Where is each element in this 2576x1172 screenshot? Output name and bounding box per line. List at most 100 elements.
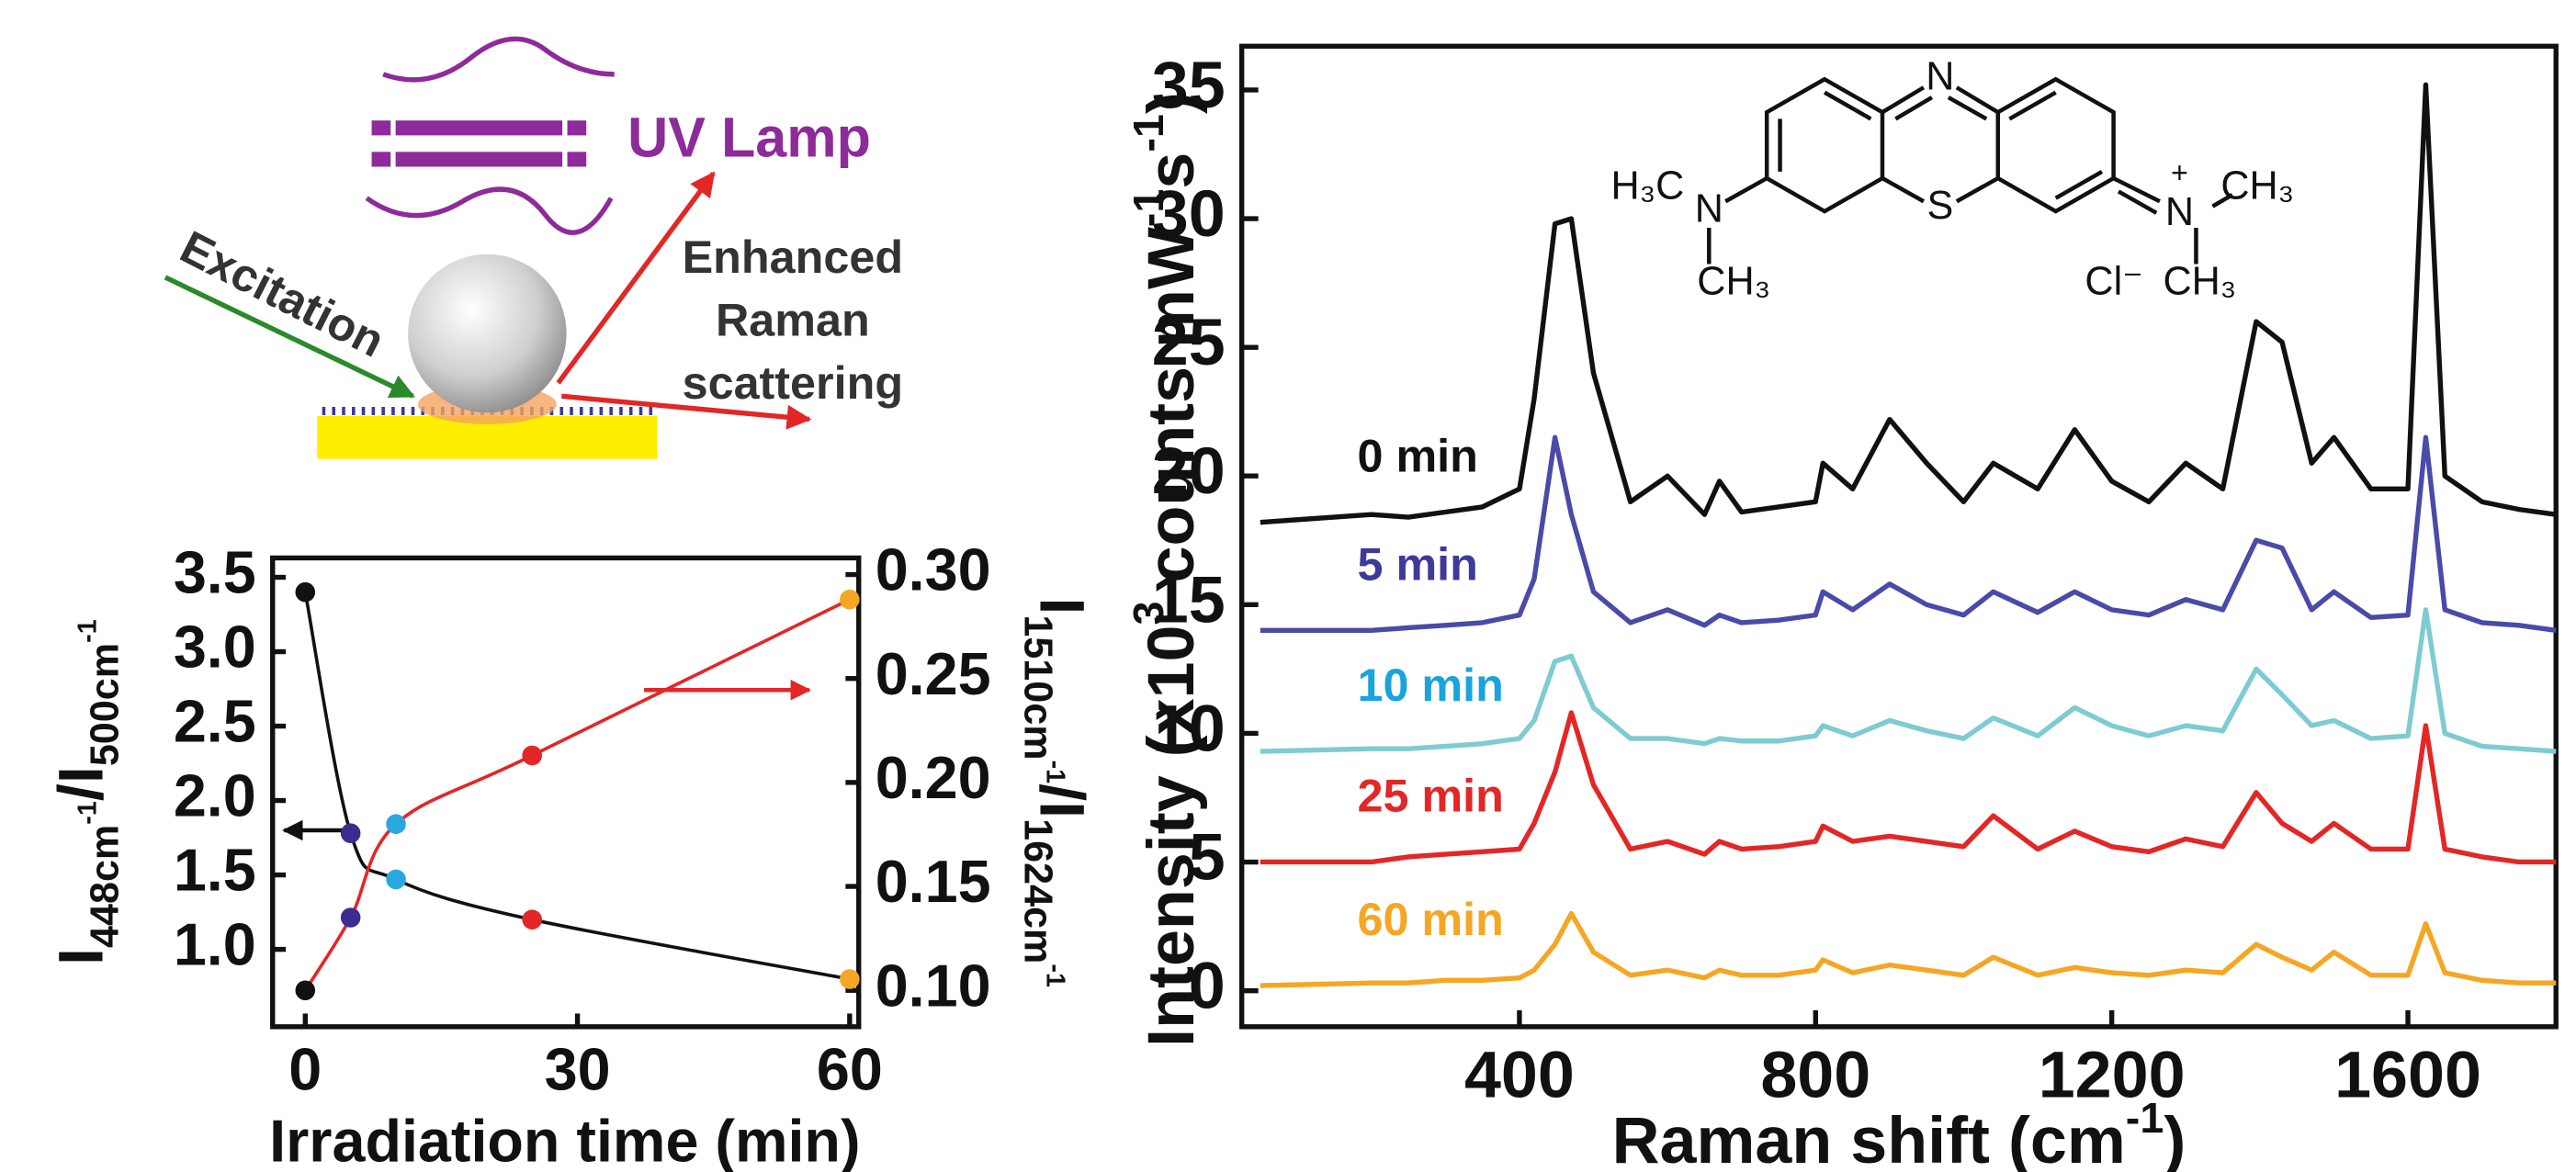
y-tick-label: 30: [1152, 177, 1226, 251]
y-tick-label: 3.0: [174, 614, 256, 681]
x-tick-label: 800: [1760, 1038, 1870, 1111]
series-label: 10 min: [1357, 659, 1503, 711]
data-point: [340, 823, 361, 843]
atom: H₃C: [1610, 163, 1684, 208]
spectrum: [1260, 434, 2557, 634]
atom: CH₃: [1697, 260, 1770, 304]
inset-y-title: I448cm-1/I500cm-1: [47, 619, 128, 965]
spectrum: [1260, 82, 2557, 525]
atom: S: [1927, 184, 1954, 228]
y-title-part: counts mW: [1135, 227, 1208, 601]
series-label: 25 min: [1357, 770, 1503, 822]
scatter-label: Raman: [716, 294, 870, 346]
x-title-part: ): [2164, 1104, 2186, 1172]
trend-line: [303, 592, 851, 981]
lamp-tube: [371, 120, 587, 136]
scatter-arrow: [556, 171, 716, 385]
plot-frame: [1238, 43, 2559, 1030]
x-tick-label: 60: [817, 1036, 883, 1103]
y-tick-label: 2.5: [174, 688, 256, 755]
x-tick-label: 0: [288, 1036, 322, 1103]
atom: N: [1695, 186, 1723, 231]
data-point: [840, 589, 860, 610]
excitation-label: Excitation: [173, 220, 393, 367]
y-title-sub: 448cm: [84, 825, 128, 948]
y-tick-label: 3.5: [174, 539, 256, 606]
atom: N: [2165, 190, 2194, 234]
uv-wave: [382, 36, 615, 83]
schematic: UV Lamp Excitation Enhanced Raman scatte…: [164, 36, 903, 459]
ring: [1881, 85, 1999, 204]
data-point: [840, 969, 860, 989]
y2-tick-label: 0.10: [876, 952, 991, 1019]
y-title-sup: -1: [1124, 189, 1172, 228]
data-point: [522, 909, 542, 930]
lamp-label: UV Lamp: [627, 107, 871, 169]
y2-tick-label: 0.15: [876, 848, 991, 915]
y-title-part: I: [47, 948, 117, 965]
y-title-sub: 500cm: [84, 643, 128, 766]
data-point: [295, 980, 316, 1001]
y-tick-label: 1.5: [174, 837, 256, 904]
y2-title-sub: 1510cm: [1015, 614, 1059, 760]
y2-tick-label: 0.30: [876, 536, 991, 603]
plot-frame: [270, 555, 862, 1030]
y2-title-sup: -1: [1040, 964, 1069, 987]
y-title-sup: -1: [73, 801, 103, 825]
y-tick-label: 25: [1152, 306, 1226, 379]
molecule: N S H₃C N CH₃ N + CH₃ Cl⁻ CH₃: [1610, 55, 2294, 304]
y-title-sup: -1: [1124, 114, 1172, 152]
y-title-sup: 3: [1124, 601, 1172, 625]
lamp-tube: [371, 152, 587, 167]
y-tick-label: 10: [1152, 692, 1226, 765]
y-title-part: s: [1135, 152, 1208, 189]
uv-wave: [365, 186, 614, 235]
atom: N: [1926, 55, 1954, 99]
y2-title-sup: -1: [1040, 761, 1069, 784]
spectrum: [1260, 710, 2557, 865]
x-axis-title: Raman shift (cm-1): [1612, 1095, 2186, 1172]
y-title-part: ): [1135, 92, 1208, 114]
x-tick-label: 1200: [2039, 1038, 2186, 1111]
data-point: [386, 869, 406, 890]
spectrum: [1260, 607, 2557, 754]
double-bond: [1778, 90, 2104, 200]
data-point: [386, 814, 406, 834]
series-label: 0 min: [1357, 430, 1477, 482]
data-point: [340, 907, 361, 928]
y2-title-part: I: [1026, 597, 1096, 614]
nanosphere: [408, 254, 567, 413]
ring: [1995, 76, 2116, 214]
series-label: 60 min: [1357, 893, 1503, 945]
x-tick-label: 1600: [2334, 1038, 2481, 1111]
y-tick-label: 2.0: [174, 762, 256, 829]
y-tick-label: 0: [1189, 950, 1226, 1023]
y-title-sup: -1: [73, 619, 103, 643]
y-tick-label: 1.0: [174, 911, 256, 978]
x-title-sup: -1: [2126, 1095, 2164, 1143]
inset-y2-title: I1510cm-1/I1624cm-1: [1015, 597, 1096, 987]
x-title-part: Raman shift (cm: [1612, 1104, 2126, 1172]
y-tick-label: 15: [1152, 563, 1226, 637]
data-point: [295, 581, 316, 603]
y-title-part: /I: [47, 766, 117, 801]
x-tick-label: 30: [545, 1036, 611, 1103]
y-tick-label: 20: [1152, 434, 1226, 508]
excitation-arrow: [164, 275, 415, 399]
y-axis-title: Intensity (x103 counts mW-1s-1): [1124, 92, 1208, 1047]
y2-tick-label: 0.20: [876, 744, 991, 811]
y-tick-label: 5: [1189, 821, 1226, 895]
atom: CH₃: [2164, 260, 2237, 304]
charge: +: [2171, 156, 2188, 189]
bond: [1707, 176, 2234, 265]
y2-title-sub: 1624cm: [1015, 818, 1059, 964]
inset-x-title: Irradiation time (min): [269, 1107, 860, 1172]
ring: [1764, 76, 1885, 214]
y-title-part: Intensity (x10: [1135, 625, 1208, 1046]
trend-line: [303, 598, 851, 992]
data-point: [522, 745, 542, 766]
scatter-label: scattering: [683, 356, 903, 409]
y-tick-label: 35: [1152, 49, 1226, 122]
